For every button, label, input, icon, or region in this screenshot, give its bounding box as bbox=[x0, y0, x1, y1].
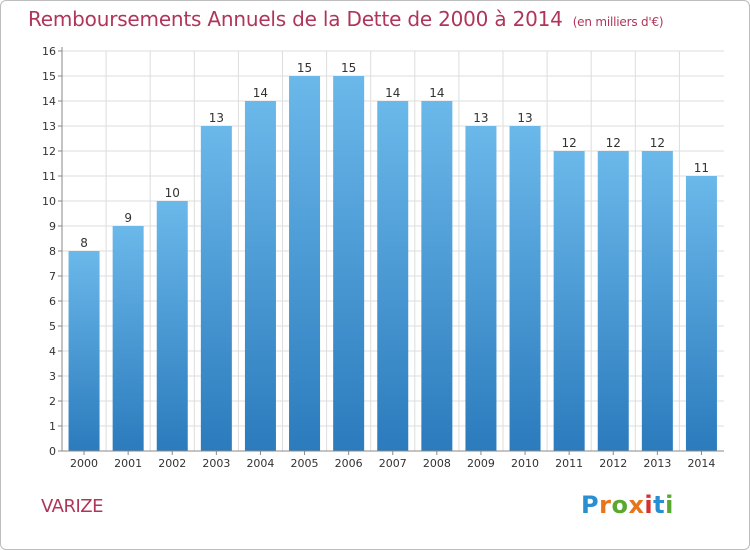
chart-title-text: Remboursements Annuels de la Dette de 20… bbox=[28, 7, 563, 31]
data-label: 14 bbox=[253, 86, 268, 100]
x-tick-label: 2001 bbox=[114, 457, 142, 470]
bar-2008 bbox=[421, 101, 453, 451]
y-tick-label: 15 bbox=[42, 70, 56, 83]
x-tick-label: 2014 bbox=[687, 457, 715, 470]
logo-letter: x bbox=[628, 491, 645, 519]
bars bbox=[68, 76, 717, 451]
x-tick-label: 2002 bbox=[158, 457, 186, 470]
y-tick-label: 9 bbox=[49, 220, 56, 233]
y-tick-label: 7 bbox=[49, 270, 56, 283]
labels: 0123456789101112131415168200092001102002… bbox=[42, 45, 715, 470]
data-label: 14 bbox=[385, 86, 400, 100]
x-tick-label: 2011 bbox=[555, 457, 583, 470]
data-label: 11 bbox=[694, 161, 709, 175]
x-tick-label: 2012 bbox=[599, 457, 627, 470]
y-tick-label: 13 bbox=[42, 120, 56, 133]
x-tick-label: 2007 bbox=[379, 457, 407, 470]
x-tick-label: 2000 bbox=[70, 457, 98, 470]
y-tick-label: 3 bbox=[49, 370, 56, 383]
bar-2001 bbox=[112, 226, 144, 451]
x-tick-label: 2005 bbox=[291, 457, 319, 470]
bar-2012 bbox=[597, 151, 629, 451]
data-label: 12 bbox=[562, 136, 577, 150]
x-tick-label: 2008 bbox=[423, 457, 451, 470]
x-tick-label: 2009 bbox=[467, 457, 495, 470]
logo-letter: t bbox=[653, 491, 666, 519]
y-tick-label: 10 bbox=[42, 195, 56, 208]
chart-title: Remboursements Annuels de la Dette de 20… bbox=[28, 7, 664, 31]
y-tick-label: 5 bbox=[49, 320, 56, 333]
bar-2003 bbox=[200, 126, 232, 451]
proxiti-logo: Proxiti bbox=[581, 491, 674, 519]
x-tick-label: 2003 bbox=[202, 457, 230, 470]
data-label: 13 bbox=[209, 111, 224, 125]
data-label: 13 bbox=[517, 111, 532, 125]
y-tick-label: 11 bbox=[42, 170, 56, 183]
bar-2013 bbox=[641, 151, 673, 451]
data-label: 15 bbox=[297, 61, 312, 75]
y-tick-label: 0 bbox=[49, 445, 56, 458]
commune-name: VARIZE bbox=[41, 496, 104, 517]
bar-2010 bbox=[509, 126, 541, 451]
data-label: 13 bbox=[473, 111, 488, 125]
bar-2002 bbox=[156, 201, 188, 451]
y-tick-label: 12 bbox=[42, 145, 56, 158]
data-label: 12 bbox=[606, 136, 621, 150]
chart-unit-text: (en milliers d'€) bbox=[572, 15, 664, 29]
data-label: 9 bbox=[124, 211, 132, 225]
x-tick-label: 2004 bbox=[246, 457, 274, 470]
x-tick-label: 2006 bbox=[335, 457, 363, 470]
bar-2004 bbox=[244, 101, 276, 451]
bar-2007 bbox=[377, 101, 409, 451]
bar-2005 bbox=[289, 76, 321, 451]
x-tick-label: 2013 bbox=[643, 457, 671, 470]
data-label: 15 bbox=[341, 61, 356, 75]
logo-letter: P bbox=[581, 491, 600, 519]
y-tick-label: 16 bbox=[42, 45, 56, 58]
data-label: 12 bbox=[650, 136, 665, 150]
axes bbox=[58, 47, 724, 455]
y-tick-label: 8 bbox=[49, 245, 56, 258]
data-label: 14 bbox=[429, 86, 444, 100]
bar-2006 bbox=[333, 76, 365, 451]
logo-letter: i bbox=[665, 491, 674, 519]
bar-2014 bbox=[685, 176, 717, 451]
data-label: 10 bbox=[165, 186, 180, 200]
logo-letter: o bbox=[611, 491, 629, 519]
logo-letter: i bbox=[644, 491, 654, 519]
y-tick-label: 1 bbox=[49, 420, 56, 433]
y-tick-label: 6 bbox=[49, 295, 56, 308]
bar-2009 bbox=[465, 126, 497, 451]
y-tick-label: 4 bbox=[49, 345, 56, 358]
bar-2000 bbox=[68, 251, 100, 451]
data-label: 8 bbox=[80, 236, 88, 250]
y-tick-label: 14 bbox=[42, 95, 56, 108]
bar-2011 bbox=[553, 151, 585, 451]
x-tick-label: 2010 bbox=[511, 457, 539, 470]
logo-letter: r bbox=[599, 491, 612, 519]
y-tick-label: 2 bbox=[49, 395, 56, 408]
